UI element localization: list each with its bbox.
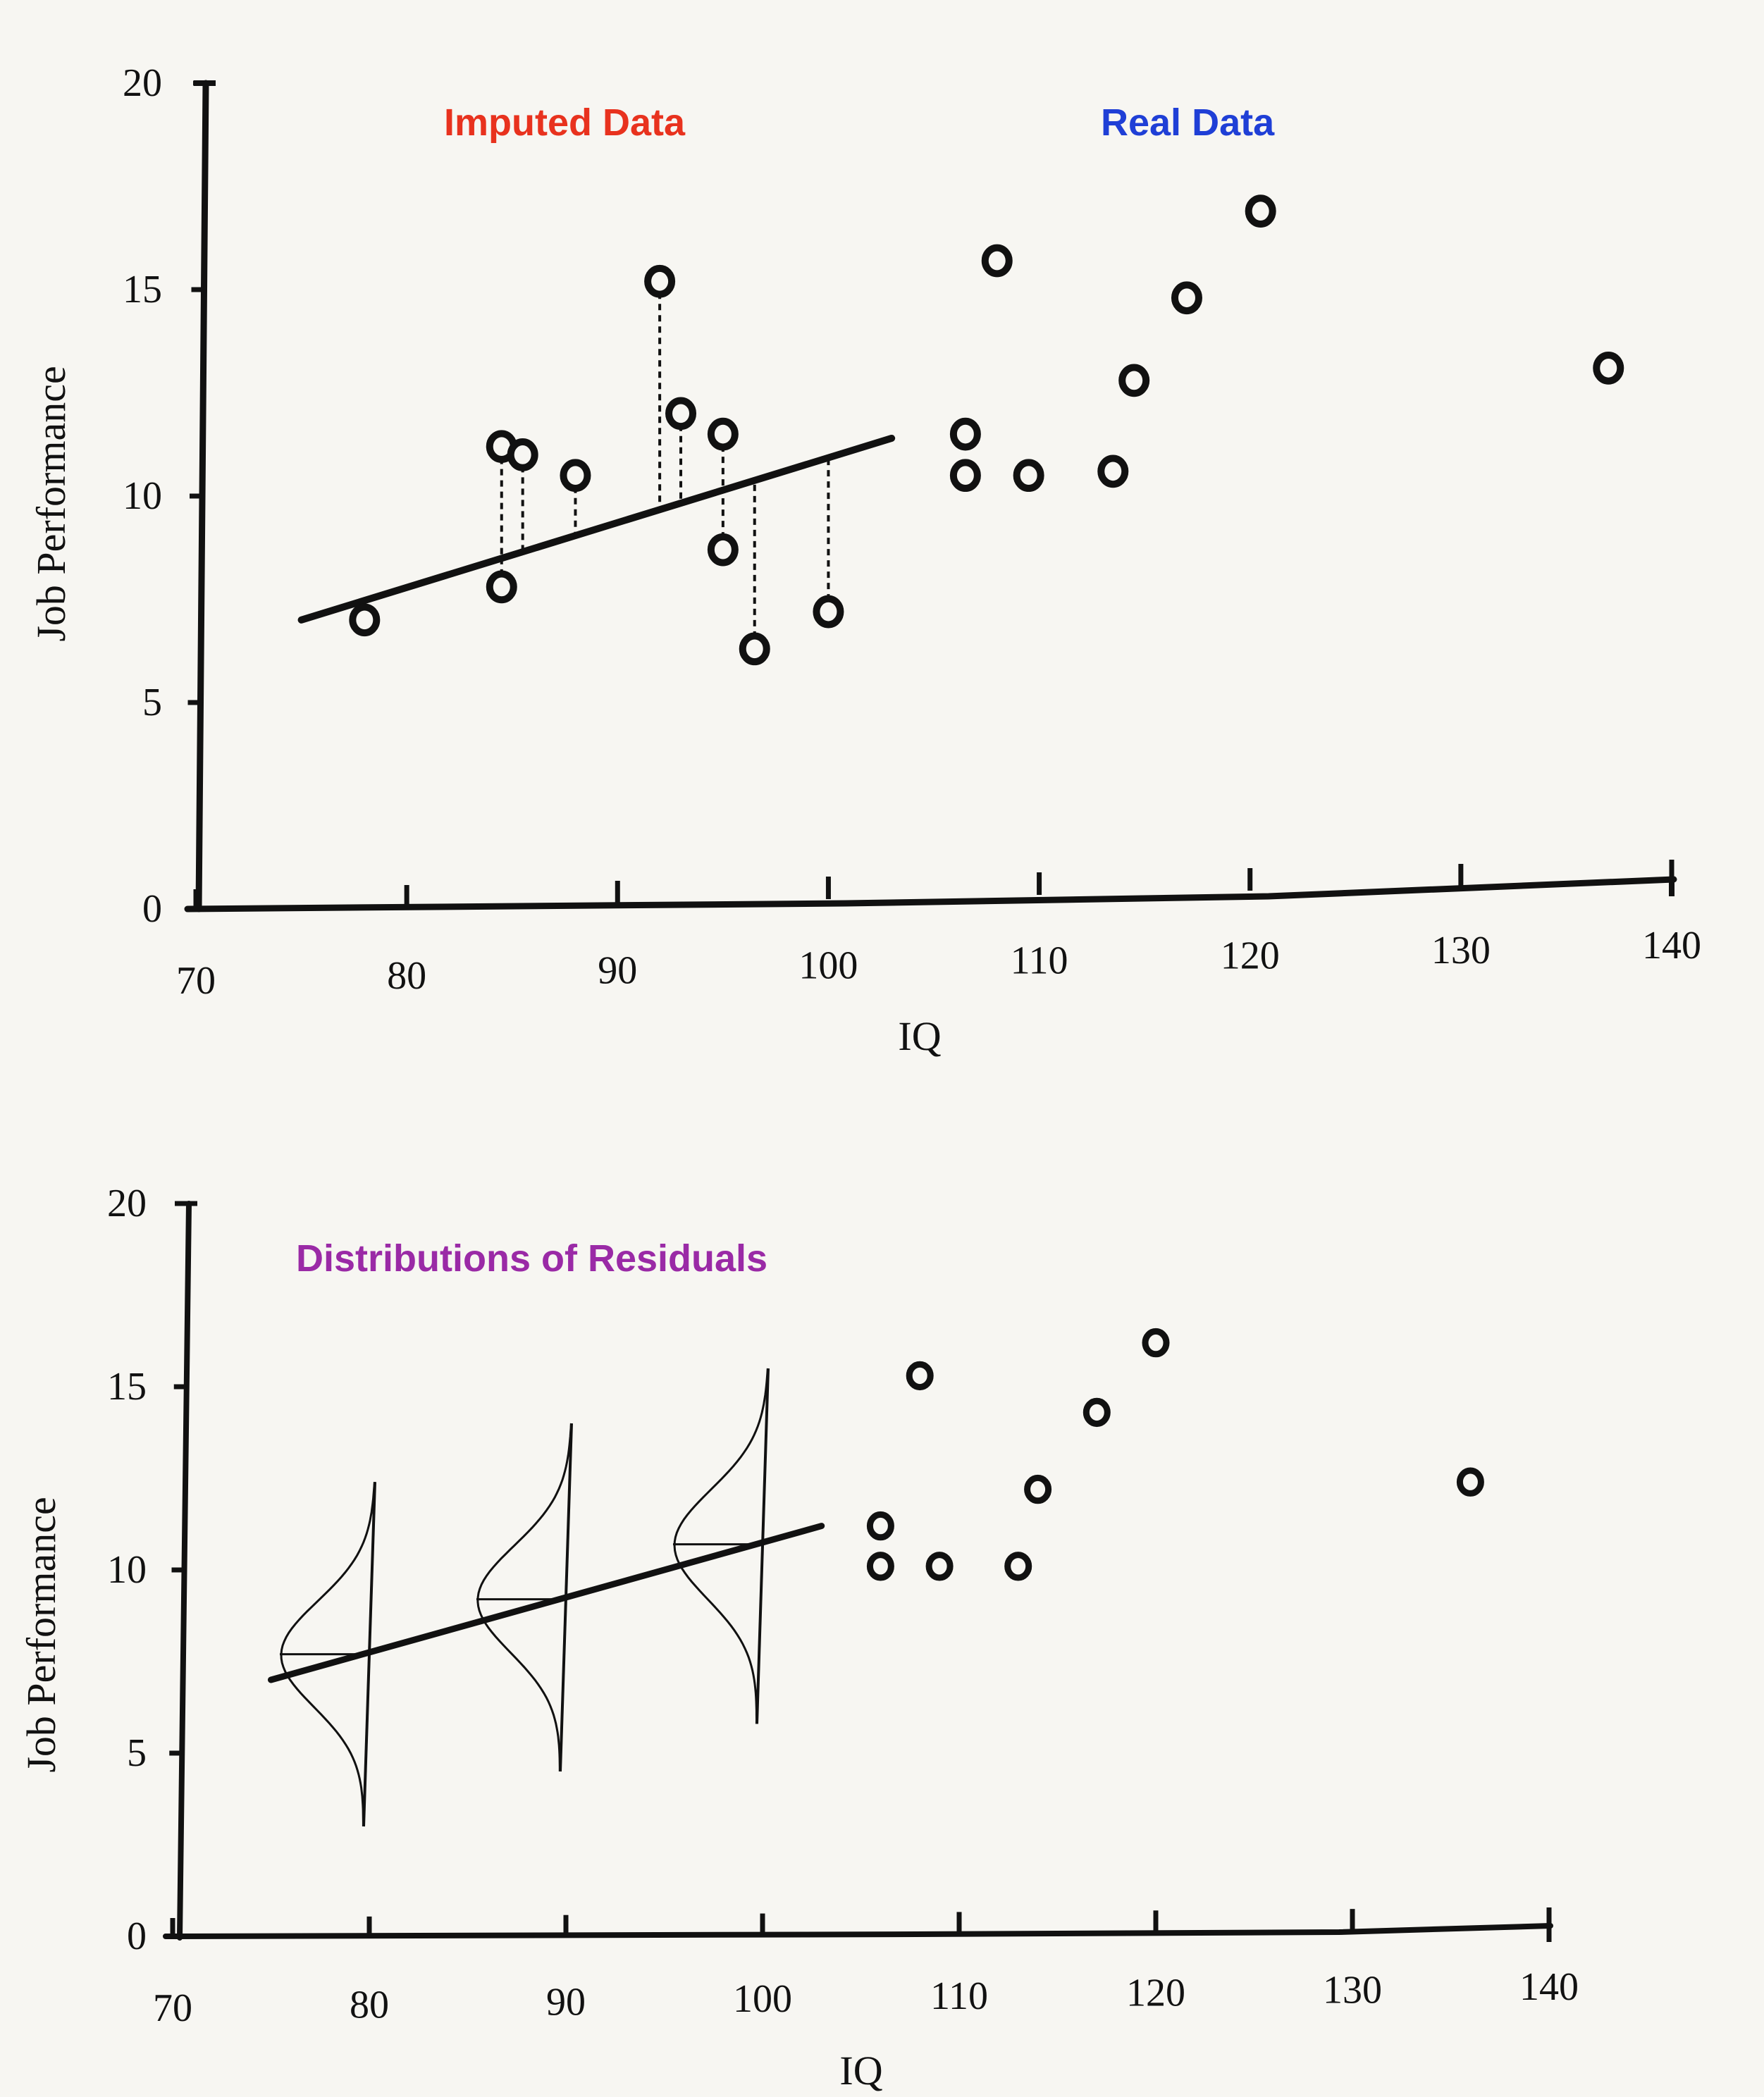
real-point (1004, 1552, 1032, 1581)
imputed-point (486, 570, 517, 604)
x-tick-label: 130 (1431, 929, 1491, 972)
x-tick-label: 80 (387, 954, 426, 998)
x-tick-label: 70 (153, 1986, 192, 2030)
x-tick-label: 140 (1519, 1965, 1579, 2009)
x-tick-label: 120 (1221, 934, 1280, 977)
real-data-points (949, 194, 1624, 493)
imputed-point (739, 632, 770, 666)
y-axis-title: Job Performance (18, 1497, 64, 1772)
x-tick-label: 120 (1126, 1972, 1185, 2015)
y-tick-label: 15 (107, 1365, 147, 1409)
imputed-point (507, 438, 538, 471)
x-tick-label: 80 (350, 1984, 389, 2027)
real-point (1593, 351, 1624, 385)
x-tick-label: 70 (176, 959, 216, 1003)
x-tick-label: 110 (930, 1974, 988, 2018)
bottom-chart: 0 5 10 15 20 70 80 90 100 110 120 130 140 Job Perfo… (18, 1182, 1579, 2093)
real-point (1097, 454, 1129, 488)
residual-normal-curve (476, 1423, 572, 1771)
imputed-data-points (349, 264, 844, 666)
real-point (1024, 1474, 1052, 1504)
distribution-axis (755, 1368, 770, 1724)
x-tick-label: 90 (598, 949, 637, 993)
imputed-point (560, 459, 591, 493)
y-axis-title: Job Performance (28, 366, 74, 641)
real-point (1142, 1328, 1170, 1358)
imputed-point (644, 264, 676, 298)
y-ticks: 0 5 10 15 20 (123, 61, 206, 931)
real-point (866, 1552, 894, 1581)
x-tick-label: 130 (1323, 1968, 1382, 2012)
x-tick-label: 90 (546, 1980, 586, 2024)
imputed-data-label: Imputed Data (444, 101, 686, 144)
imputation-drop-lines (363, 281, 830, 649)
y-tick-label: 0 (142, 887, 162, 931)
real-point (925, 1552, 954, 1581)
x-axis (163, 1923, 1553, 1939)
y-tick-label: 0 (127, 1914, 147, 1958)
real-point (866, 1511, 894, 1541)
y-tick-label: 15 (123, 268, 162, 311)
x-axis-title: IQ (839, 2048, 882, 2093)
x-ticks: 70 80 90 100 110 120 130 140 (153, 1907, 1579, 2030)
y-tick-label: 5 (142, 681, 162, 724)
imputed-point (665, 397, 697, 431)
imputed-point (349, 603, 381, 637)
x-tick-label: 100 (733, 1977, 792, 2021)
x-axis-title: IQ (898, 1013, 941, 1059)
x-axis (184, 876, 1677, 913)
regression-line (268, 1523, 825, 1683)
real-point (981, 244, 1013, 278)
imputed-point (813, 595, 844, 629)
real-point (1083, 1397, 1111, 1428)
y-tick-label: 10 (123, 474, 162, 518)
top-chart: 0 5 10 15 20 70 80 90 100 110 120 130 140 Job Perfo… (28, 61, 1701, 1059)
real-point (1171, 281, 1202, 315)
y-tick-label: 5 (127, 1731, 147, 1775)
real-point (1245, 194, 1276, 228)
x-tick-label: 110 (1011, 939, 1068, 982)
y-tick-label: 10 (107, 1548, 147, 1592)
y-ticks: 0 5 10 15 20 (107, 1182, 189, 1958)
real-point (906, 1361, 934, 1391)
real-point (1118, 364, 1150, 397)
y-tick-label: 20 (107, 1182, 147, 1225)
residual-normal-curve (673, 1368, 769, 1724)
real-data-label: Real Data (1101, 101, 1275, 144)
regression-line (297, 434, 896, 624)
real-point (1013, 459, 1044, 493)
residual-distributions-label: Distributions of Residuals (296, 1237, 767, 1280)
x-ticks: 70 80 90 100 110 120 130 140 (176, 860, 1701, 1003)
imputed-point (707, 533, 739, 567)
real-point (949, 417, 981, 451)
real-point (949, 459, 981, 493)
imputed-point (707, 417, 739, 451)
x-tick-label: 100 (798, 944, 858, 988)
real-data-points (866, 1328, 1484, 1581)
y-tick-label: 20 (123, 61, 162, 105)
real-point (1456, 1467, 1484, 1497)
residual-distributions (280, 1368, 770, 1827)
x-tick-label: 140 (1642, 924, 1701, 967)
